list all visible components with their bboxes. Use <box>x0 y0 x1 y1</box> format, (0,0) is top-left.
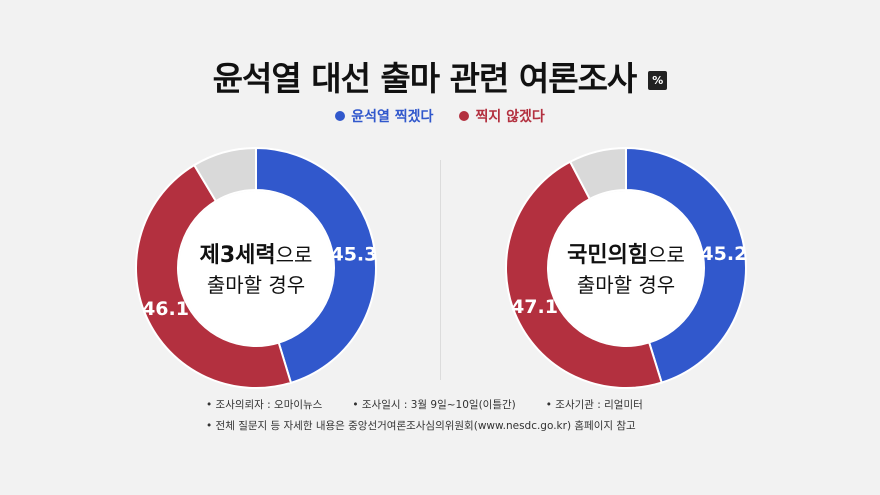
donut-2-label-yes: 45.2 <box>700 243 747 265</box>
donut-2-center-rest: 으로 <box>648 243 685 267</box>
donut-2-center-line1: 국민의힘으로 <box>567 243 685 268</box>
legend-item-yes: 윤석열 찍겠다 <box>335 106 433 126</box>
legend-label-no: 찍지 않겠다 <box>475 109 545 125</box>
footer-date: 조사일시 : 3월 9일~10일(이틀간) <box>352 395 516 416</box>
donut-1-center <box>179 191 333 345</box>
footer-meta: 조사의뢰자 : 오마이뉴스 조사일시 : 3월 9일~10일(이틀간) 조사기관… <box>206 395 643 416</box>
donut-2-slice-no <box>505 160 663 390</box>
footer-note-row: 전체 질문지 등 자세한 내용은 중앙선거여론조사심의위원회(www.nesdc… <box>206 416 643 437</box>
footer-agency: 조사기관 : 리얼미터 <box>546 395 643 416</box>
donut-2-center-line2: 출마할 경우 <box>577 273 675 297</box>
footer-note: 전체 질문지 등 자세한 내용은 중앙선거여론조사심의위원회(www.nesdc… <box>206 420 636 432</box>
legend-dot-no <box>459 111 470 121</box>
legend-label-yes: 윤석열 찍겠다 <box>351 109 434 125</box>
donut-1-slice-no <box>135 163 293 389</box>
donut-1-slice-other <box>192 146 257 203</box>
donut-2-slice-yes <box>625 146 748 384</box>
donut-2-label-no: 47.1 <box>511 296 558 318</box>
legend-dot-yes <box>335 111 346 121</box>
donut-1-center-rest: 으로 <box>276 243 313 267</box>
donut-1-label-yes: 45.3 <box>330 243 377 265</box>
footer-requester: 조사의뢰자 : 오마이뉴스 <box>206 395 323 416</box>
donut-1-center-bold: 제3세력 <box>200 243 276 268</box>
title-row: 윤석열 대선 출마 관련 여론조사 % <box>0 52 880 100</box>
donut-1-label-no: 46.1 <box>142 298 189 320</box>
legend-item-no: 찍지 않겠다 <box>459 106 545 126</box>
donut-1-center-line2: 출마할 경우 <box>207 273 305 297</box>
donut-1-center-line1: 제3세력으로 <box>200 243 313 268</box>
donut-2-center-bold: 국민의힘 <box>567 243 648 268</box>
chart-title: 윤석열 대선 출마 관련 여론조사 <box>212 59 638 98</box>
legend: 윤석열 찍겠다 찍지 않겠다 <box>0 106 880 126</box>
donut-1-slice-yes <box>255 146 377 385</box>
chart-divider <box>440 160 441 380</box>
unit-badge: % <box>648 70 668 90</box>
footer: 조사의뢰자 : 오마이뉴스 조사일시 : 3월 9일~10일(이틀간) 조사기관… <box>206 395 643 437</box>
donut-2-slice-other <box>568 146 627 201</box>
donut-2-center <box>549 191 703 345</box>
